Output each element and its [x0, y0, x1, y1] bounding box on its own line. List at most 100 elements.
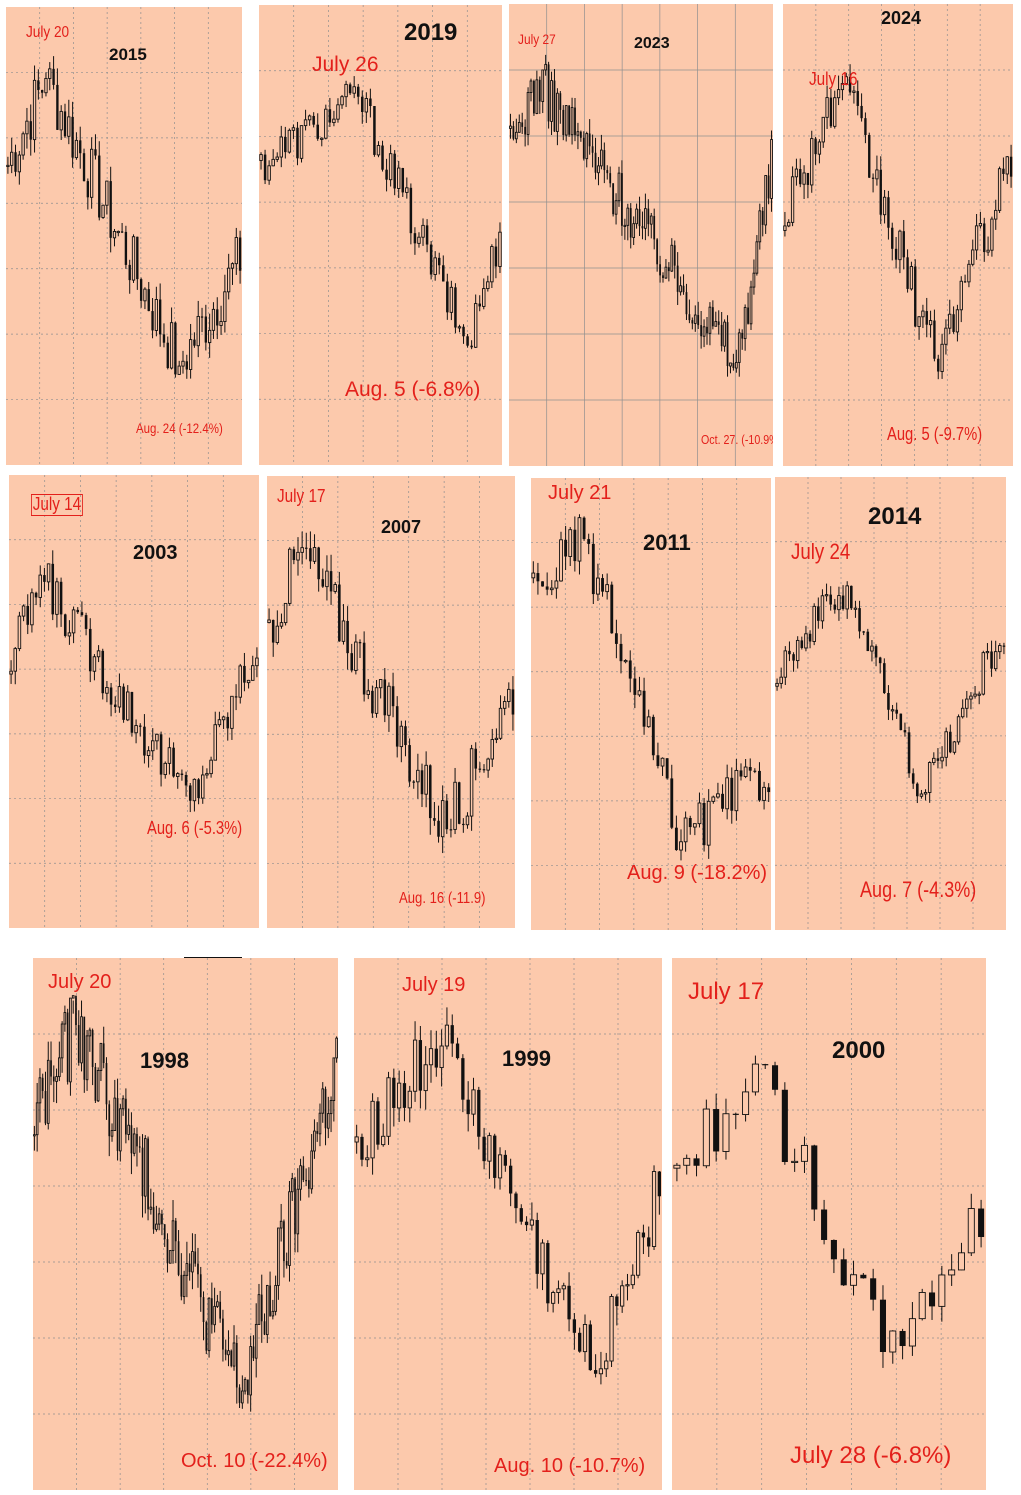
candle-body [564, 539, 568, 557]
candle-body [887, 197, 890, 228]
candle-body [348, 84, 352, 94]
chart-title: 2014 [868, 503, 922, 530]
candle-body [751, 1063, 759, 1093]
candle-body [895, 709, 898, 714]
candle-body [550, 80, 553, 122]
candle-body [829, 97, 833, 127]
candle-body [576, 131, 580, 136]
candle-body [354, 1136, 359, 1143]
candle-body [588, 133, 591, 147]
candle-body [503, 1154, 507, 1166]
candle-body [711, 307, 714, 327]
candle-body [928, 320, 933, 326]
candle-body [967, 263, 971, 283]
candle-body [275, 625, 280, 644]
candle-body [637, 690, 642, 696]
candle-body [217, 719, 222, 726]
peak-date-label: July 27 [518, 31, 556, 47]
candle-body [498, 707, 503, 739]
candle-body [108, 1104, 111, 1137]
candle-body [397, 1082, 402, 1109]
candle-body [536, 573, 540, 582]
candle-body [824, 594, 829, 597]
candle-body [98, 155, 101, 218]
candle-body [450, 1025, 454, 1044]
candle-body [238, 1387, 241, 1403]
candle-body [549, 587, 554, 591]
candle-body [927, 762, 932, 793]
candle-body [682, 285, 685, 293]
candle-body [612, 183, 615, 215]
candle-body [845, 585, 849, 610]
candle-body [329, 1100, 333, 1115]
candle-body [147, 1138, 149, 1210]
candle-body [132, 1133, 136, 1154]
candle-body [716, 793, 720, 798]
candle-body [94, 149, 97, 156]
candle-body [309, 548, 312, 562]
candle-body [13, 648, 17, 672]
candle-body [582, 1324, 588, 1353]
candle-body [921, 310, 925, 318]
candle-body [717, 321, 720, 325]
candle-body [185, 361, 188, 370]
candle-body [317, 547, 320, 580]
chart-title: 1999 [502, 1046, 551, 1071]
candle-body [303, 119, 308, 127]
chart-svg-2024 [783, 4, 1013, 466]
candle-body [840, 1259, 847, 1286]
candle-body [837, 595, 841, 611]
candle-body [226, 716, 230, 729]
candle-body [76, 609, 80, 613]
chart-title: 2011 [643, 530, 691, 555]
candle-body [538, 79, 541, 102]
candle-body [402, 1083, 407, 1108]
candle-body [300, 547, 304, 553]
candle-body [706, 326, 708, 334]
candle-body [804, 633, 808, 649]
candle-body [647, 1237, 651, 1247]
candle-body [706, 800, 711, 846]
candle-body [271, 619, 275, 643]
candle-body [101, 204, 105, 218]
candle-body [770, 139, 773, 199]
candle-body [517, 121, 521, 133]
candle-body [734, 769, 739, 812]
candle-body [439, 1045, 444, 1069]
candle-body [802, 172, 806, 185]
candle-body [401, 168, 405, 193]
candle-body [128, 264, 131, 281]
candle-body [474, 748, 478, 769]
candle-body [775, 682, 779, 687]
candle-body [370, 1100, 375, 1159]
candle-body [21, 133, 25, 156]
candle-body [326, 1113, 330, 1129]
candle-body [597, 165, 600, 174]
candle-body [202, 1297, 205, 1323]
candle-body [445, 800, 449, 830]
candle-body [879, 169, 882, 215]
candle-body [997, 168, 1002, 211]
candle-body [940, 756, 944, 762]
candle-body [914, 266, 917, 327]
candle-body [373, 106, 376, 155]
candle-body [241, 1390, 244, 1404]
candle-body [614, 633, 618, 644]
candle-body [529, 80, 533, 93]
candle-body [182, 1274, 186, 1298]
candle-body [820, 595, 825, 622]
candle-body [742, 1091, 750, 1115]
candle-body [679, 285, 682, 293]
candle-body [386, 1077, 391, 1137]
candle-body [693, 1158, 700, 1166]
candle-body [307, 115, 312, 121]
candle-body [664, 266, 668, 279]
candle-body [673, 1164, 681, 1169]
candle-body [230, 263, 235, 269]
candle-body [579, 131, 582, 138]
candle-body [887, 693, 890, 710]
candle-body [279, 1220, 283, 1229]
candle-body [840, 83, 845, 91]
candle-body [917, 316, 921, 327]
candle-body [625, 1284, 630, 1287]
